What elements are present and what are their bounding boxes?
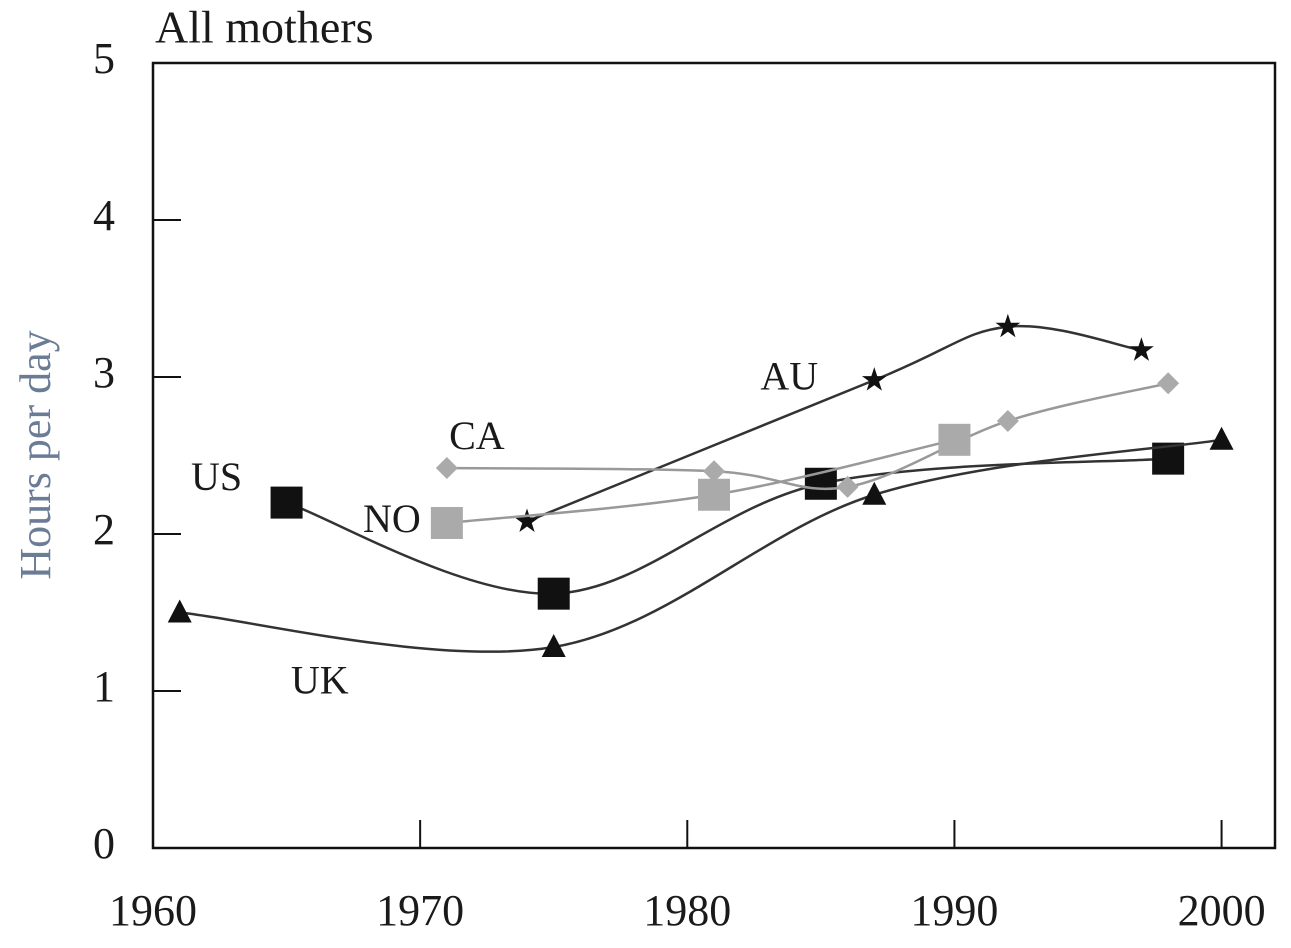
- marker-triangle: [862, 481, 887, 505]
- marker-diamond: [435, 457, 458, 480]
- x-tick-label: 1960: [109, 886, 197, 935]
- x-tick-label: 1990: [910, 886, 998, 935]
- series-label: AU: [760, 353, 818, 398]
- marker-star: [1129, 337, 1154, 361]
- plot-frame: [151, 61, 1277, 850]
- marker-square: [430, 507, 463, 540]
- y-tick-label: 4: [93, 191, 115, 240]
- series-label: US: [191, 454, 242, 499]
- marker-triangle: [167, 599, 192, 623]
- y-tick-label: 1: [93, 662, 115, 711]
- series-label: UK: [291, 658, 349, 703]
- x-tick-label: 1970: [376, 886, 464, 935]
- series-line: [526, 324, 1142, 523]
- marker-square: [698, 478, 730, 511]
- marker-square: [537, 577, 570, 610]
- y-tick-label: 5: [93, 34, 115, 83]
- marker-star: [861, 367, 887, 391]
- chart-title: All mothers: [155, 2, 373, 53]
- marker-diamond: [1157, 372, 1180, 395]
- marker-diamond: [996, 409, 1019, 432]
- y-tick-label: 3: [93, 348, 115, 397]
- x-tick-label: 1980: [643, 886, 731, 935]
- y-tick-label: 2: [93, 505, 115, 554]
- x-tick-label: 2000: [1178, 886, 1266, 935]
- marker-star: [995, 313, 1021, 338]
- marker-triangle: [541, 634, 566, 658]
- marker-triangle: [1209, 426, 1234, 450]
- y-tick-label: 0: [93, 819, 115, 868]
- marker-square: [938, 423, 971, 456]
- y-axis-label: Hours per day: [11, 330, 60, 579]
- series-line: [179, 438, 1222, 653]
- marker-diamond: [703, 460, 725, 483]
- marker-star: [514, 508, 540, 532]
- series-label: NO: [363, 496, 421, 541]
- series-label: CA: [449, 413, 505, 458]
- marker-diamond: [836, 475, 859, 498]
- marker-square: [270, 486, 303, 519]
